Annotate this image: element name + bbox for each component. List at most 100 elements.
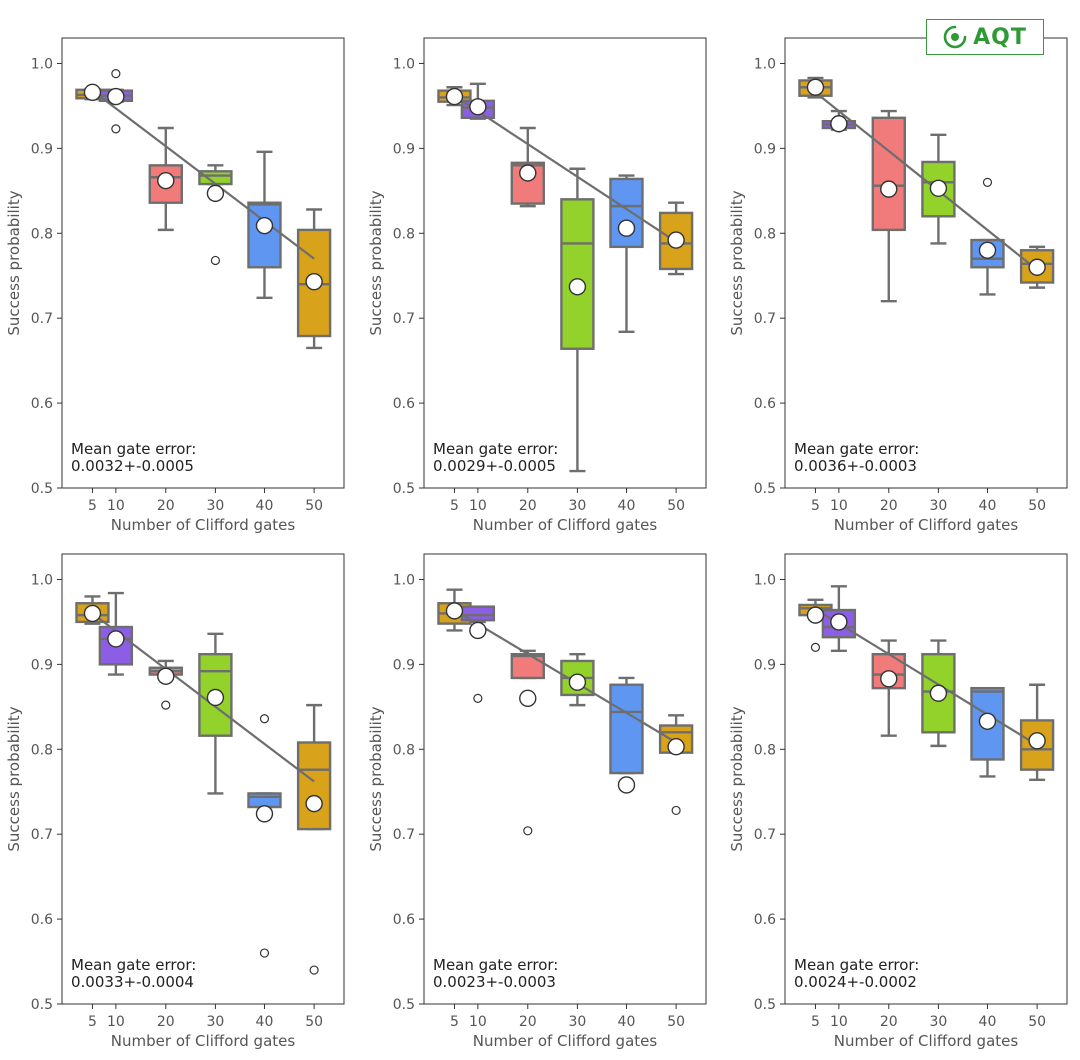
x-tick-label: 5	[88, 1014, 97, 1030]
x-tick-label: 30	[929, 1014, 947, 1030]
y-axis-label: Success probability	[728, 190, 746, 335]
aqt-logo-text: AQT	[973, 24, 1027, 50]
outlier-point	[161, 700, 171, 710]
gate-error-label: Mean gate error:	[71, 956, 196, 974]
chart-panel-4: 0.5 0.6 0.7 0.8 0.9 1.0 5 10 20 30 40 50 Number of C…	[5, 553, 345, 1050]
y-tick-label: 0.5	[393, 997, 415, 1013]
mean-marker	[667, 231, 685, 249]
mean-marker	[830, 613, 848, 631]
x-axis-label: Number of Clifford gates	[473, 1032, 658, 1050]
mean-marker	[978, 712, 997, 730]
mean-marker	[305, 272, 323, 291]
y-tick-label: 0.5	[754, 997, 776, 1013]
x-axis-label: Number of Clifford gates	[111, 516, 296, 534]
box-40	[970, 177, 1005, 296]
box-body	[198, 170, 233, 186]
y-tick-label: 0.8	[393, 226, 415, 242]
outlier-point	[259, 714, 270, 724]
gate-error-value: 0.0024+-0.0002	[794, 973, 917, 991]
outlier-point	[810, 642, 821, 652]
mean-marker	[880, 180, 898, 198]
outlier-point	[982, 177, 993, 187]
outlier-point	[210, 255, 221, 266]
x-tick-label: 50	[667, 1014, 685, 1030]
chart-panel-1: 0.5 0.6 0.7 0.8 0.9 1.0 5 10 20 30 40 50 Number of C…	[5, 37, 345, 534]
gate-error-label: Mean gate error:	[433, 956, 558, 974]
y-tick-label: 1.0	[31, 572, 53, 588]
box-10	[460, 605, 496, 703]
box-body	[510, 652, 545, 680]
outlier-point	[523, 826, 533, 836]
mean-marker	[107, 630, 125, 648]
mean-marker	[617, 776, 636, 794]
y-tick-label: 0.7	[393, 827, 415, 843]
mean-marker	[806, 606, 825, 624]
box-body	[247, 201, 282, 269]
chart-panel-2: 0.5 0.6 0.7 0.8 0.9 1.0 5 10 20 30 40 50 Number of C…	[367, 37, 707, 534]
x-tick-label: 20	[157, 498, 175, 514]
x-tick-label: 50	[305, 1014, 323, 1030]
x-tick-label: 20	[880, 498, 898, 514]
box-30	[198, 632, 233, 795]
y-tick-label: 0.7	[393, 311, 415, 327]
gate-error-value: 0.0032+-0.0005	[71, 457, 194, 475]
x-tick-label: 20	[880, 1014, 898, 1030]
plot-frame	[61, 553, 345, 1005]
box-30	[560, 167, 595, 473]
mean-marker	[978, 241, 997, 259]
box-40	[247, 714, 282, 958]
y-axis-label: Success probability	[5, 190, 23, 335]
plot-frame	[423, 553, 707, 1005]
y-axis-label: Success probability	[5, 706, 23, 851]
x-tick-label: 40	[618, 1014, 636, 1030]
y-tick-label: 0.6	[31, 912, 53, 928]
fit-line	[91, 89, 315, 260]
mean-marker	[1028, 258, 1046, 276]
x-tick-label: 10	[830, 1014, 848, 1030]
y-tick-label: 0.6	[754, 912, 776, 928]
box-30	[198, 164, 233, 266]
y-tick-label: 0.6	[31, 396, 53, 412]
x-tick-label: 30	[206, 498, 224, 514]
mean-marker	[519, 689, 537, 708]
box-20	[510, 649, 545, 836]
x-tick-label: 50	[305, 498, 323, 514]
chart-panel-3: 0.5 0.6 0.7 0.8 0.9 1.0 5 10 20 30 40 50 Number of C…	[728, 37, 1068, 534]
y-axis-label: Success probability	[728, 706, 746, 851]
y-axis-label: Success probability	[367, 706, 385, 851]
mean-marker	[880, 670, 898, 688]
x-tick-label: 50	[1028, 1014, 1046, 1030]
fit-line	[814, 608, 1038, 746]
gate-error-label: Mean gate error:	[71, 440, 196, 458]
mean-marker	[445, 87, 464, 106]
mean-marker	[568, 278, 587, 296]
x-tick-label: 5	[88, 498, 97, 514]
y-tick-label: 0.5	[393, 481, 415, 497]
mean-marker	[83, 604, 102, 623]
box-body	[871, 116, 906, 232]
mean-marker	[617, 219, 636, 237]
y-tick-label: 1.0	[393, 572, 415, 588]
gate-error-value: 0.0029+-0.0005	[433, 457, 556, 475]
mean-marker	[568, 673, 587, 691]
x-tick-label: 10	[830, 498, 848, 514]
x-tick-label: 5	[450, 498, 459, 514]
y-tick-label: 0.8	[31, 742, 53, 758]
box-20	[871, 109, 906, 303]
y-tick-label: 0.9	[754, 657, 776, 673]
gate-error-label: Mean gate error:	[433, 440, 558, 458]
mean-marker	[469, 98, 487, 116]
mean-marker	[830, 115, 848, 133]
box-40	[609, 174, 644, 333]
x-axis-label: Number of Clifford gates	[473, 516, 658, 534]
box-50	[1019, 245, 1055, 289]
y-tick-label: 0.7	[754, 311, 776, 327]
aqt-logo-mark-icon	[943, 25, 967, 49]
y-tick-label: 1.0	[754, 572, 776, 588]
x-tick-label: 30	[206, 1014, 224, 1030]
mean-marker	[157, 667, 175, 685]
x-tick-label: 10	[107, 498, 125, 514]
gate-error-value: 0.0033+-0.0004	[71, 973, 194, 991]
mean-marker	[667, 738, 685, 756]
